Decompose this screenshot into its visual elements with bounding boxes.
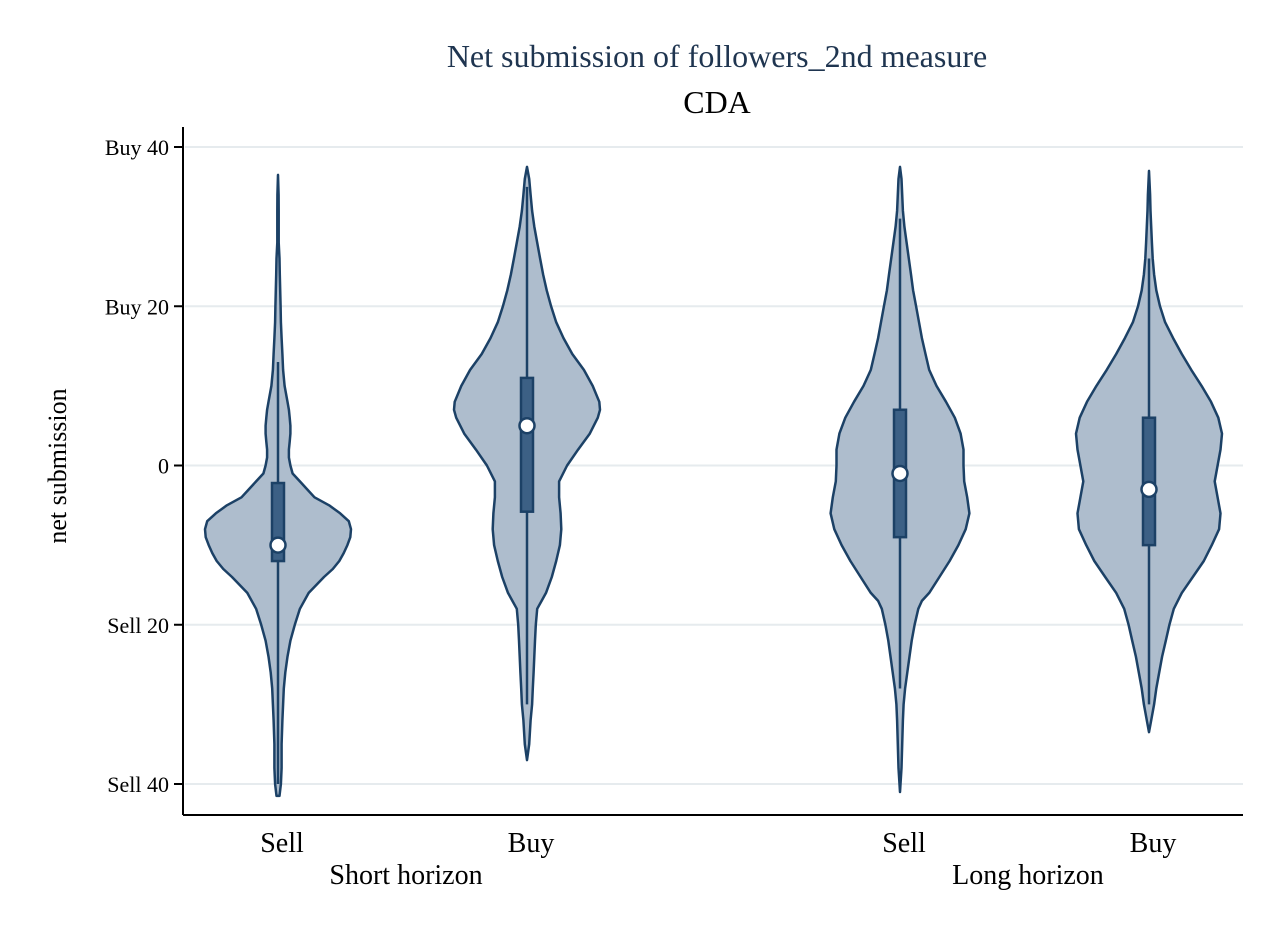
violins — [203, 165, 1224, 798]
y-tick-label: Buy 40 — [105, 135, 169, 160]
chart-title: Net submission of followers_2nd measure — [447, 38, 987, 74]
axes — [174, 127, 1243, 816]
y-tick-label: Sell 20 — [107, 613, 169, 638]
x-group-label: Short horizon — [329, 860, 482, 891]
grid-lines — [185, 146, 1243, 785]
y-tick-label: Sell 40 — [107, 772, 169, 797]
violin-median-marker — [518, 416, 536, 435]
violin-median-marker — [269, 536, 287, 554]
violin-median-marker — [1140, 480, 1158, 499]
y-tick-label: Buy 20 — [105, 294, 169, 319]
violin-iqr-box — [519, 376, 535, 513]
x-tick-label: Sell — [260, 828, 304, 859]
y-tick-label: 0 — [158, 454, 169, 479]
chart-subtitle: CDA — [683, 84, 751, 120]
x-group-label: Long horizon — [952, 860, 1104, 891]
y-axis-label: net submission — [43, 388, 72, 543]
x-tick-label: Buy — [1130, 828, 1177, 859]
x-tick-label: Sell — [882, 828, 926, 859]
x-tick-label: Buy — [508, 828, 555, 859]
tick-labels: Buy 40 Buy 20 0 Sell 20 Sell 40 Sell Buy Sell Bu… — [105, 135, 1177, 891]
violin-median-marker — [891, 464, 909, 483]
